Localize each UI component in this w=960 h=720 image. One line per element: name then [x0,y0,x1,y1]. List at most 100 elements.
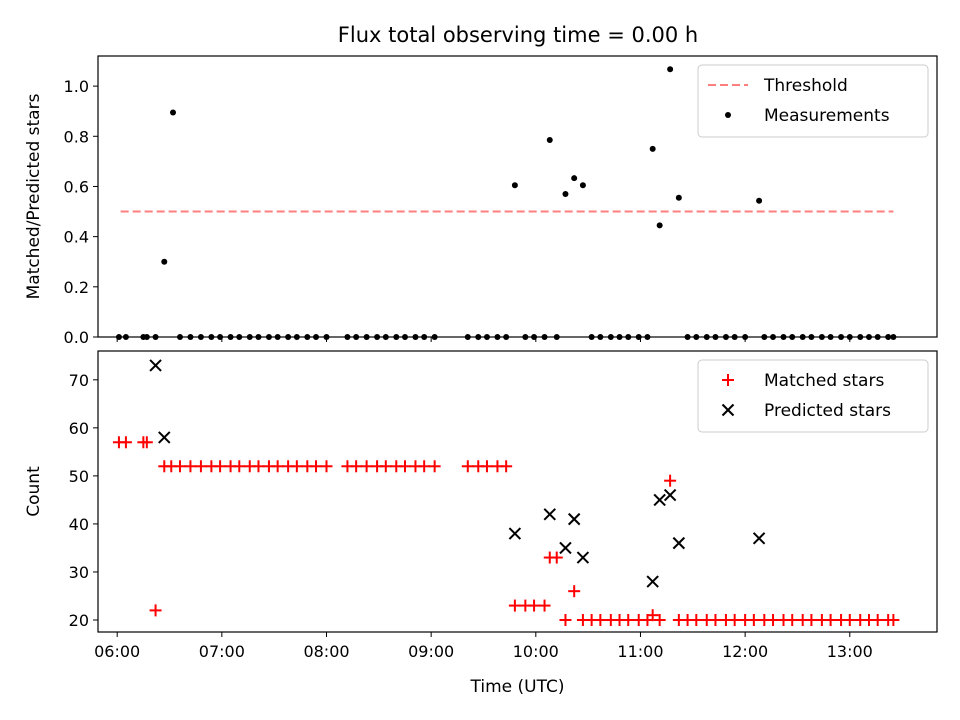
y-tick-label: 50 [69,467,89,486]
matched-point [747,613,760,626]
predicted-point-b [663,488,677,502]
matched-point [379,460,392,473]
matched-point [664,474,677,487]
matched-point [568,585,581,598]
matched-point [728,613,741,626]
matched-point [887,613,900,626]
predicted-point [646,575,659,588]
x-tick-label: 09:00 [408,642,454,661]
predicted-point [663,488,677,502]
data-point [656,222,663,229]
matched-point [653,613,666,626]
x-tick-label: 07:00 [199,642,245,661]
figure-title: Flux total observing time = 0.00 h [338,23,698,47]
matched-point [350,460,363,473]
legend-label: Threshold [763,76,848,96]
data-point-shape [546,137,553,144]
data-point [161,258,168,265]
bottom-panel-star-counts: 20 30 40 50 60 70 06:00 07:00 08:00 09:00 10:00 11:… [24,350,938,697]
matched-point [290,460,303,473]
y-tick-label: 0.8 [64,127,89,146]
matched-point [824,613,837,626]
data-point [571,175,578,182]
matched-point [508,599,521,612]
matched-point [550,551,563,564]
matched-point [310,460,323,473]
matched-point [843,613,856,626]
matched-point [398,460,411,473]
predicted-point-b [149,359,162,372]
matched-point [805,613,818,626]
predicted-point [543,508,556,521]
data-point-shape [579,182,586,189]
matched-point [871,613,884,626]
x-tick-label: 13:00 [827,642,873,661]
axes-frame [97,350,938,633]
matched-point [194,460,207,473]
matched-point [594,613,607,626]
data-point-shape [562,190,569,197]
legend: Matched stars Predicted stars [697,359,929,433]
data-point [756,197,763,204]
y-tick-label: 0.0 [64,328,89,347]
y-tick-label: 70 [69,371,89,390]
matched-point [360,460,373,473]
predicted-point [508,527,522,540]
series-matched-stars [112,436,900,626]
matched-point [646,609,659,622]
matched-point [709,613,722,626]
data-point [579,182,586,189]
matched-point [767,613,780,626]
matched-point [538,599,551,612]
matched-point [119,436,132,449]
matched-point [500,460,513,473]
y-tick-label: 40 [69,515,89,534]
y-tick-label: 0.4 [64,228,89,247]
matched-point [428,460,441,473]
predicted-point-b [752,532,766,545]
predicted-point-b [653,493,666,507]
x-tick-label: 10:00 [513,642,559,661]
y-tick-label: 0.2 [64,278,89,297]
data-point-shape [756,197,763,204]
matched-point [173,460,186,473]
data-point [675,194,682,201]
matched-point [252,460,265,473]
legend-marker [721,403,735,417]
data-point [649,145,656,152]
matched-point [149,604,162,617]
y-tick-label: 30 [69,563,89,582]
x-axis-label: Time (UTC) [470,677,565,697]
y-axis-label: Count [24,466,44,517]
data-point-shape [170,109,177,116]
data-point [511,182,518,189]
legend: Threshold Measurements [697,64,929,138]
x-tick-label: 08:00 [303,642,349,661]
legend-marker-b [721,403,735,417]
legend-label: Measurements [764,106,890,126]
legend-label: Predicted stars [764,401,891,421]
y-tick-label: 60 [69,419,89,438]
matched-point [528,599,541,612]
legend-marker [722,374,734,386]
legend-label: Matched stars [764,371,884,391]
predicted-point-b [508,527,522,540]
predicted-point-b [543,508,556,521]
data-point-shape [161,258,168,265]
predicted-point [559,541,572,555]
data-point-shape [511,182,518,189]
predicted-point [653,493,666,507]
legend-marker [725,112,731,118]
predicted-point-b [672,536,686,550]
legend-marker-shape [725,112,731,118]
predicted-point-b [559,541,572,555]
matched-point [140,436,153,449]
predicted-point [752,532,766,545]
x-tick-label: 12:00 [722,642,768,661]
x-tick-label: 11:00 [617,642,663,661]
data-point-shape [571,175,578,182]
predicted-point-b [646,575,659,588]
top-panel-matched-ratio: 0.0 0.2 0.4 0.6 0.8 1.0 Matched/Predicted star… [24,55,938,347]
matched-point [559,613,572,626]
